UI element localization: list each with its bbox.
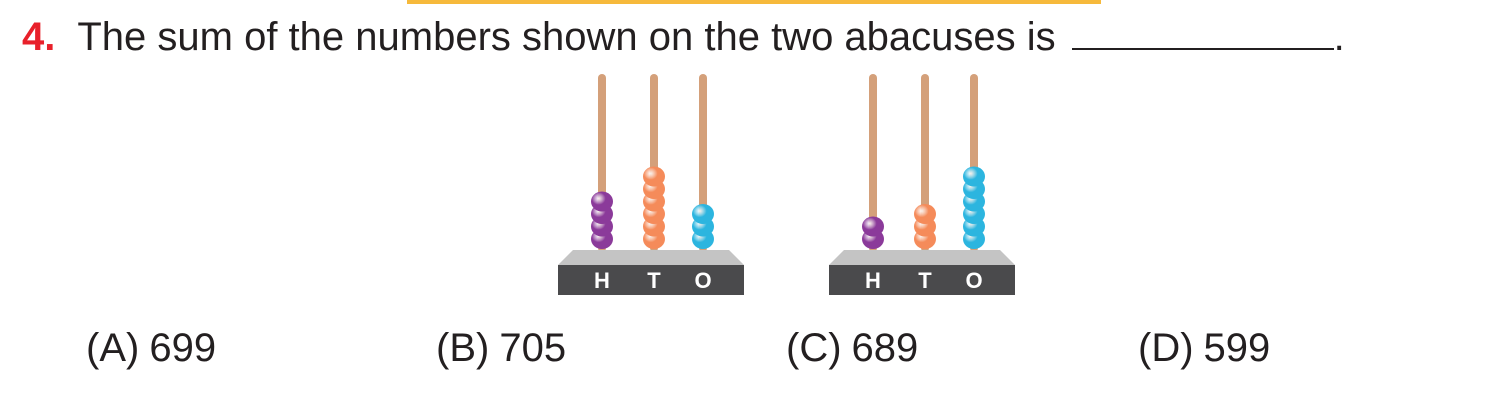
question-text: The sum of the numbers shown on the two … (77, 15, 1056, 59)
abacus-2-label-ones: O (965, 268, 982, 293)
question-number: 4. (22, 15, 56, 59)
option-a-value: 699 (149, 326, 217, 370)
option-c[interactable]: (C) 689 (786, 326, 918, 371)
abacus-1-hundreds-bead (591, 191, 613, 212)
abacus-1-label-ones: O (694, 268, 711, 293)
option-d[interactable]: (D) 599 (1138, 326, 1270, 371)
top-accent-rule (407, 0, 1101, 4)
abacus-2-rod-hundreds (869, 74, 877, 252)
abacus-1-label-tens: T (647, 268, 661, 293)
option-c-letter: (C) (786, 326, 842, 370)
option-b[interactable]: (B) 705 (436, 326, 566, 371)
option-b-letter: (B) (436, 326, 490, 370)
abacus-2-label-hundreds: H (865, 268, 881, 293)
option-d-letter: (D) (1138, 326, 1194, 370)
answer-blank (1071, 12, 1334, 50)
question: 4. The sum of the numbers shown on the t… (22, 12, 1345, 62)
abacus-1-base (558, 265, 744, 295)
abacus-2-base (829, 265, 1015, 295)
abacus-2-ones-bead (963, 166, 985, 187)
option-a-letter: (A) (86, 326, 140, 370)
option-a[interactable]: (A) 699 (86, 326, 216, 371)
abacus-2-base-top (829, 250, 1015, 265)
abacus-2-label-tens: T (918, 268, 932, 293)
answer-options: (A) 699 (B) 705 (C) 689 (D) 599 (0, 326, 1487, 376)
abacus-2-tens-bead (914, 204, 936, 224)
option-c-value: 689 (851, 326, 919, 370)
abacus-1-base-top (558, 250, 744, 265)
question-end: . (1333, 15, 1345, 59)
option-d-value: 599 (1203, 326, 1271, 370)
abacus-1-label-hundreds: H (594, 268, 610, 293)
abacus-1-tens-bead (643, 166, 665, 187)
abacus-1-ones-bead (692, 204, 714, 224)
abacus-2-hundreds-bead (862, 216, 884, 237)
option-b-value: 705 (499, 326, 567, 370)
